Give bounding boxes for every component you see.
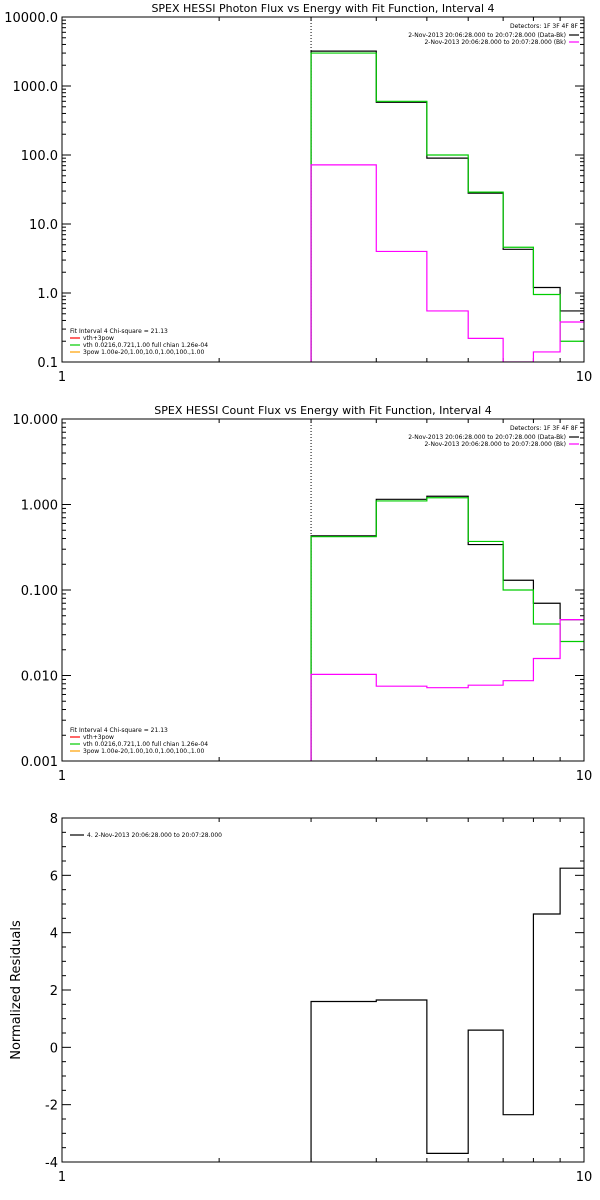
plot-frame bbox=[61, 418, 585, 762]
y-tick-label: 6 bbox=[50, 869, 58, 884]
y-tick-label: -2 bbox=[45, 1099, 58, 1114]
series-2-step-line bbox=[310, 52, 584, 362]
chart-panel-1: SPEX HESSI Photon Flux vs Energy with Fi… bbox=[4, 2, 592, 385]
y-tick-label: 10000.0 bbox=[4, 11, 58, 26]
y-tick-label: 100.0 bbox=[21, 149, 58, 164]
legend-header: Detectors: 1F 3F 4F 8F bbox=[510, 425, 579, 432]
legend-entry-text: vth 0.0216,0.721,1.00 full chian 1.26e-0… bbox=[83, 741, 208, 748]
y-tick-label: 1.0 bbox=[37, 287, 58, 302]
legend-entry-text: 2-Nov-2013 20:06:28.000 to 20:07:28.000 … bbox=[408, 434, 566, 441]
legend-entry-text: vth+3pow bbox=[83, 734, 114, 741]
y-tick-label: 8 bbox=[50, 812, 58, 827]
legend-entry-text: 3pow 1.00e-20,1.00,10.0,1.00,100.,1.00 bbox=[83, 349, 204, 356]
series-2-step-line bbox=[310, 497, 584, 761]
y-tick-label: 4 bbox=[50, 927, 58, 942]
y-tick-label: 10.0 bbox=[29, 218, 58, 233]
y-tick-label: 0.100 bbox=[21, 584, 58, 599]
plot-area bbox=[310, 17, 584, 362]
plot-area bbox=[310, 419, 584, 761]
legend-top-left: 4. 2-Nov-2013 20:06:28.000 to 20:07:28.0… bbox=[70, 832, 222, 839]
y-tick-label: 1.000 bbox=[21, 499, 58, 514]
x-tick-label: 10 bbox=[576, 769, 593, 784]
y-tick-label: 0.1 bbox=[37, 356, 58, 371]
y-axis-label: Normalized Residuals bbox=[9, 920, 24, 1060]
chart-title: SPEX HESSI Count Flux vs Energy with Fit… bbox=[154, 404, 491, 417]
y-tick-label: 0.010 bbox=[21, 670, 58, 685]
legend-header: Fit Interval 4 Chi-square = 21.13 bbox=[70, 727, 168, 734]
chart-panel-3: Normalized Residuals -4 -2 0 2 4 6 8 1 10 4. 2-Nov… bbox=[9, 812, 592, 1185]
series-1-step-line bbox=[310, 867, 584, 1162]
legend-entry-text: vth 0.0216,0.721,1.00 full chian 1.26e-0… bbox=[83, 342, 208, 349]
legend-entry-text: 2-Nov-2013 20:06:28.000 to 20:07:28.000 … bbox=[424, 39, 566, 46]
x-tick-label: 10 bbox=[576, 1170, 593, 1185]
plot-frame bbox=[61, 817, 585, 1163]
legend-entry-text: 2-Nov-2013 20:06:28.000 to 20:07:28.000 … bbox=[408, 32, 566, 39]
x-tick-label: 1 bbox=[58, 370, 66, 385]
series-1-step-line bbox=[310, 50, 584, 362]
legend-entry-text: 3pow 1.00e-20,1.00,10.0,1.00,100.,1.00 bbox=[83, 748, 204, 755]
legend-top-right: Detectors: 1F 3F 4F 8F 2-Nov-2013 20:06:2… bbox=[408, 23, 579, 46]
y-tick-label: 1000.0 bbox=[13, 80, 59, 95]
y-tick-label: 0.001 bbox=[21, 755, 58, 770]
plot-frame bbox=[61, 16, 585, 363]
legend-entry-text: vth+3pow bbox=[83, 335, 114, 342]
chart-panel-2: SPEX HESSI Count Flux vs Energy with Fit… bbox=[13, 404, 593, 784]
legend-top-right: Detectors: 1F 3F 4F 8F 2-Nov-2013 20:06:2… bbox=[408, 425, 579, 448]
legend-entry-text: 4. 2-Nov-2013 20:06:28.000 to 20:07:28.0… bbox=[87, 832, 222, 839]
series-1-step-line bbox=[310, 495, 584, 761]
legend-entry-text: 2-Nov-2013 20:06:28.000 to 20:07:28.000 … bbox=[424, 441, 566, 448]
series-3-step-line bbox=[310, 619, 584, 761]
y-tick-label: -4 bbox=[45, 1156, 58, 1171]
x-tick-label: 1 bbox=[58, 769, 66, 784]
legend-header: Detectors: 1F 3F 4F 8F bbox=[510, 23, 579, 30]
chart-title: SPEX HESSI Photon Flux vs Energy with Fi… bbox=[151, 2, 494, 15]
legend-header: Fit Interval 4 Chi-square = 21.13 bbox=[70, 328, 168, 335]
series-3-step-line bbox=[310, 164, 584, 362]
x-tick-label: 1 bbox=[58, 1170, 66, 1185]
y-tick-label: 10.000 bbox=[13, 413, 59, 428]
y-tick-label: 0 bbox=[50, 1041, 58, 1056]
plot-area bbox=[310, 867, 584, 1162]
x-tick-label: 10 bbox=[576, 370, 593, 385]
legend-bottom-left: Fit Interval 4 Chi-square = 21.13vth+3po… bbox=[70, 727, 208, 755]
y-tick-label: 2 bbox=[50, 984, 58, 999]
legend-bottom-left: Fit Interval 4 Chi-square = 21.13vth+3po… bbox=[70, 328, 208, 356]
